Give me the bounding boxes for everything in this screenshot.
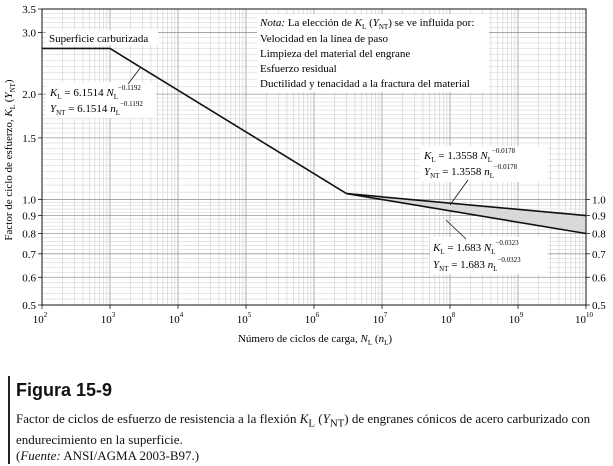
x-tick-label: 1010 bbox=[575, 311, 594, 326]
eq2-line2: YNT = 1.3558 nL−0.0178 bbox=[424, 163, 518, 180]
caption-text: Factor de ciclos de esfuerzo de resisten… bbox=[16, 411, 300, 426]
figure-title: Figura 15-9 bbox=[16, 380, 113, 400]
caption-var2: Y bbox=[322, 411, 330, 426]
x-tick-exponent: 3 bbox=[112, 311, 116, 319]
note-item: Limpieza del material del engrane bbox=[260, 48, 410, 60]
series-layer bbox=[42, 47, 587, 235]
y-right-tick-label: 1.0 bbox=[592, 195, 606, 207]
caption-text-end: de engranes cónicos de acero carburizado… bbox=[16, 411, 591, 447]
x-tick-base: 10 bbox=[441, 314, 453, 326]
caption-sub: L bbox=[308, 417, 316, 430]
x-tick-base: 10 bbox=[101, 314, 113, 326]
figure-rule bbox=[8, 376, 10, 464]
x-tick-label: 103 bbox=[101, 311, 116, 326]
eq3-box bbox=[430, 237, 548, 274]
note-item: Ductilidad y tenacidad a la fractura del… bbox=[260, 78, 470, 90]
x-tick-base: 10 bbox=[169, 314, 181, 326]
note-box bbox=[257, 14, 489, 92]
note-head: Nota: La elección de KL (YNT) se ve infl… bbox=[259, 17, 474, 31]
x-tick-label: 106 bbox=[305, 311, 320, 326]
eq1-leader bbox=[127, 66, 142, 85]
y-right-tick-label: 0.5 bbox=[592, 300, 606, 312]
x-tick-exponent: 4 bbox=[180, 311, 184, 319]
caption-var: K bbox=[299, 411, 309, 426]
eq2-leader bbox=[449, 179, 469, 206]
x-tick-exponent: 5 bbox=[248, 311, 252, 319]
caption-sub2: NT bbox=[329, 417, 345, 430]
y-right-tick-label: 0.9 bbox=[592, 211, 606, 223]
x-tick-label: 105 bbox=[237, 311, 252, 326]
eq2-box bbox=[420, 146, 548, 182]
x-tick-base: 10 bbox=[33, 314, 45, 326]
y-tick-label: 0.9 bbox=[22, 211, 36, 223]
caption-paren-close: ) bbox=[344, 411, 349, 426]
y-tick-label: 0.6 bbox=[22, 272, 36, 284]
figure-source: (Fuente: ANSI/AGMA 2003-B97.) bbox=[16, 448, 606, 464]
y-tick-label: 1.5 bbox=[22, 133, 36, 145]
y-tick-label: 0.8 bbox=[22, 229, 36, 241]
y-tick-label: 2.0 bbox=[22, 89, 36, 101]
y-right-tick-label: 0.7 bbox=[592, 249, 606, 261]
eq1-box bbox=[46, 82, 156, 118]
eq1-line2: YNT = 6.1514 nL−0.1192 bbox=[50, 100, 143, 117]
series-line bbox=[109, 47, 347, 195]
y-tick-label: 3.5 bbox=[22, 4, 36, 16]
figure-caption: Factor de ciclos de esfuerzo de resisten… bbox=[16, 411, 606, 464]
x-tick-base: 10 bbox=[575, 314, 587, 326]
eq3-line2: YNT = 1.683 nL−0.0323 bbox=[433, 256, 521, 273]
x-axis-title: Número de ciclos de carga, NL (nL) bbox=[238, 333, 392, 347]
x-tick-label: 108 bbox=[441, 311, 456, 326]
x-tick-exponent: 2 bbox=[44, 311, 48, 319]
x-tick-exponent: 8 bbox=[452, 311, 456, 319]
y-right-tick-label: 0.6 bbox=[592, 272, 606, 284]
tick-layer: 102 103 104 105 106 107 108 109 10100.50.60.70.8… bbox=[22, 4, 606, 326]
x-tick-exponent: 6 bbox=[316, 311, 320, 319]
y-tick-label: 3.0 bbox=[22, 27, 36, 39]
x-tick-base: 10 bbox=[373, 314, 385, 326]
x-tick-base: 10 bbox=[237, 314, 249, 326]
x-tick-label: 104 bbox=[169, 311, 184, 326]
x-tick-base: 10 bbox=[305, 314, 317, 326]
eq1-line1: KL = 6.1514 NL−0.1192 bbox=[49, 84, 141, 101]
eq2-line1: KL = 1.3558 NL−0.0178 bbox=[423, 147, 516, 164]
x-tick-label: 102 bbox=[33, 311, 48, 326]
y-right-tick-label: 0.8 bbox=[592, 229, 606, 241]
x-tick-label: 107 bbox=[373, 311, 388, 326]
x-tick-exponent: 10 bbox=[586, 311, 594, 319]
series-line bbox=[346, 192, 587, 217]
caption-paren: ( bbox=[315, 411, 323, 426]
source-label: Fuente: bbox=[20, 447, 61, 463]
x-tick-exponent: 7 bbox=[384, 311, 388, 319]
y-tick-label: 1.0 bbox=[22, 195, 36, 207]
y-axis-title: Factor de ciclo de esfuerzo, KL (YNT) bbox=[3, 79, 17, 241]
note-item: Esfuerzo residual bbox=[260, 63, 337, 75]
y-tick-label: 0.5 bbox=[22, 300, 36, 312]
eq3-leader bbox=[445, 219, 467, 240]
chart: 102 103 104 105 106 107 108 109 10100.50.60.70.8… bbox=[3, 4, 606, 347]
eq3-line1: KL = 1.683 NL−0.0323 bbox=[432, 239, 519, 256]
surface-label: Superficie carburizada bbox=[49, 33, 148, 45]
source-text: ANSI/AGMA 2003-B97.) bbox=[60, 447, 200, 463]
x-tick-exponent: 9 bbox=[520, 311, 524, 319]
x-tick-base: 10 bbox=[509, 314, 521, 326]
x-tick-label: 109 bbox=[509, 311, 524, 326]
series-line bbox=[346, 192, 587, 235]
surface-label-box bbox=[46, 30, 158, 45]
source-open: ( bbox=[16, 447, 21, 463]
note-item: Velocidad en la línea de paso bbox=[260, 33, 388, 45]
y-tick-label: 0.7 bbox=[22, 249, 36, 261]
